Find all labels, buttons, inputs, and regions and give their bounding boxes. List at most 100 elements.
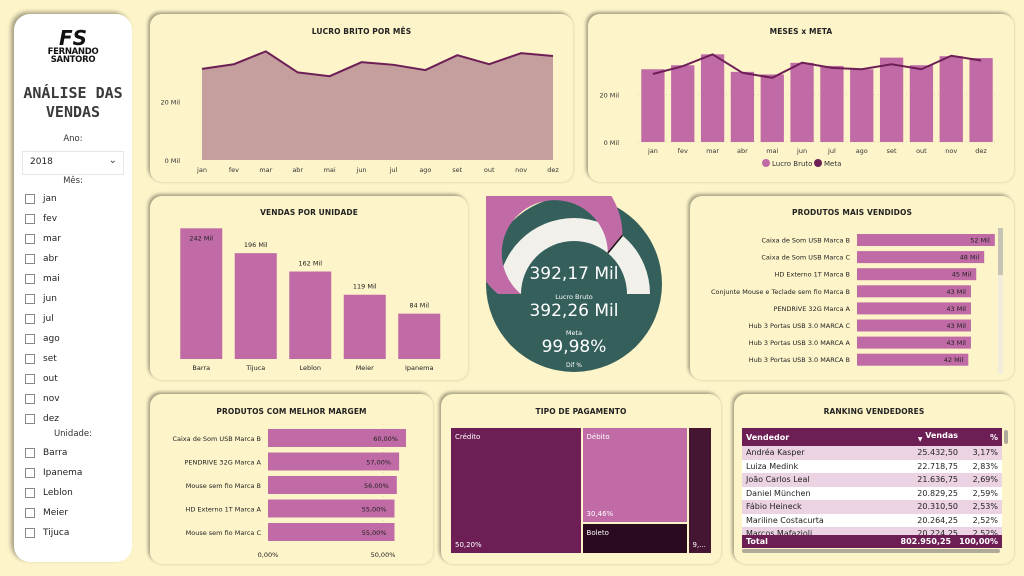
margem-chart-title: PRODUTOS COM MELHOR MARGEM bbox=[216, 407, 367, 416]
x-tick-label: mai bbox=[324, 166, 336, 174]
month-label: dez bbox=[43, 414, 59, 424]
month-label: fev bbox=[43, 214, 58, 224]
tile-label: Boleto bbox=[586, 528, 609, 537]
checkbox-icon[interactable] bbox=[25, 508, 35, 518]
category-label: Conjunte Mouse e Teclade sem fio Marca B bbox=[711, 288, 850, 296]
ranking-total-row: Total 802.950,25 100,00% bbox=[742, 534, 1002, 548]
category-label: Hub 3 Portas USB 3.0 MARCA B bbox=[749, 356, 850, 364]
margem-chart-panel: PRODUTOS COM MELHOR MARGEM Caixa de Som … bbox=[150, 394, 433, 564]
produtos-scrollbar-thumb[interactable] bbox=[998, 228, 1003, 275]
month-checkbox-fev[interactable]: fev bbox=[25, 212, 57, 226]
checkbox-icon[interactable] bbox=[25, 394, 35, 404]
checkbox-icon[interactable] bbox=[25, 294, 35, 304]
table-row[interactable]: Daniel München 20.829,25 2,59% bbox=[742, 486, 1002, 500]
checkbox-icon[interactable] bbox=[25, 234, 35, 244]
y-tick-label: 20 Mil bbox=[160, 99, 180, 107]
ranking-vscrollbar[interactable] bbox=[1004, 430, 1008, 444]
table-row[interactable]: João Carlos Leal 21.636,75 2,69% bbox=[742, 473, 1002, 487]
gauge-value: 392,17 Mil bbox=[529, 264, 619, 284]
col-header-pct[interactable]: % bbox=[962, 428, 1002, 446]
month-checkbox-jun[interactable]: jun bbox=[25, 292, 57, 306]
month-checkbox-jan[interactable]: jan bbox=[25, 192, 57, 206]
unit-checkbox-tijuca[interactable]: Tijuca bbox=[25, 526, 69, 540]
bar-mar bbox=[700, 54, 725, 143]
month-checkbox-jul[interactable]: jul bbox=[25, 312, 54, 326]
month-checkbox-out[interactable]: out bbox=[25, 372, 58, 386]
checkbox-icon[interactable] bbox=[25, 414, 35, 424]
category-label: Caixa de Som USB Marca B bbox=[761, 237, 850, 245]
unit-label: Leblon bbox=[43, 488, 73, 498]
checkbox-icon[interactable] bbox=[25, 194, 35, 204]
page-title-line1: ANÁLISE DAS bbox=[23, 84, 123, 102]
x-tick-label: Tijuca bbox=[245, 364, 265, 372]
bar-product-7 bbox=[857, 353, 969, 366]
x-tick-label: jun bbox=[796, 147, 807, 155]
checkbox-icon[interactable] bbox=[25, 214, 35, 224]
margem-bar-chart: Caixa de Som USB Marca B 60,00% PENDRIVE 3… bbox=[172, 424, 406, 559]
month-checkbox-set[interactable]: set bbox=[25, 352, 57, 366]
checkbox-icon[interactable] bbox=[25, 468, 35, 478]
treemap-tile-débito[interactable]: Débito 30,46% bbox=[582, 428, 687, 522]
month-checkbox-ago[interactable]: ago bbox=[25, 332, 60, 346]
x-tick-label: ago bbox=[856, 147, 868, 155]
month-checkbox-abr[interactable]: abr bbox=[25, 252, 58, 266]
month-label: ago bbox=[43, 334, 60, 344]
col-header-vendas[interactable]: ▼ Vendas bbox=[882, 428, 962, 446]
month-label: abr bbox=[43, 254, 58, 264]
ranking-hscrollbar[interactable] bbox=[742, 549, 1000, 553]
unidade-chart-panel: VENDAS POR UNIDADE 242 Mil Barra 196 Mil Ti… bbox=[150, 196, 468, 380]
checkbox-icon[interactable] bbox=[25, 448, 35, 458]
bar-jan bbox=[641, 69, 665, 142]
checkbox-icon[interactable] bbox=[25, 354, 35, 364]
month-label: mai bbox=[43, 274, 60, 284]
month-checkbox-dez[interactable]: dez bbox=[25, 412, 59, 426]
meta-chart-title: MESES x META bbox=[769, 27, 833, 36]
checkbox-icon[interactable] bbox=[25, 528, 35, 538]
unit-checkbox-meier[interactable]: Meier bbox=[25, 506, 68, 520]
x-tick-label: dez bbox=[975, 147, 987, 155]
month-label: jun bbox=[43, 294, 57, 304]
year-dropdown[interactable]: 2018 ⌄ bbox=[22, 151, 124, 175]
cell-pct: 2,52% bbox=[962, 513, 1002, 527]
treemap-tile-other[interactable]: 9,... bbox=[688, 428, 711, 553]
checkbox-icon[interactable] bbox=[25, 374, 35, 384]
checkbox-icon[interactable] bbox=[25, 334, 35, 344]
month-checkbox-mai[interactable]: mai bbox=[25, 272, 60, 286]
bar-tijuca bbox=[234, 253, 277, 359]
table-row[interactable]: Fábio Heineck 20.310,50 2,53% bbox=[742, 500, 1002, 514]
unit-checkbox-barra[interactable]: Barra bbox=[25, 446, 67, 460]
table-row[interactable]: Mariline Costacurta 20.264,25 2,52% bbox=[742, 513, 1002, 527]
x-tick-label: Ipanema bbox=[405, 364, 433, 372]
produtos-bar-chart: Caixa de Som USB Marca B 52 Mil Caixa de S… bbox=[711, 234, 995, 366]
unit-checkbox-leblon[interactable]: Leblon bbox=[25, 486, 73, 500]
checkbox-icon[interactable] bbox=[25, 488, 35, 498]
treemap-tile-boleto[interactable]: Boleto bbox=[582, 523, 687, 553]
x-tick-label: set bbox=[452, 166, 462, 174]
col-header-vendas-label: Vendas bbox=[925, 431, 958, 440]
month-label: jul bbox=[43, 314, 54, 324]
col-header-vendedor[interactable]: Vendedor bbox=[742, 428, 883, 446]
category-label: Caixa de Som USB Marca B bbox=[172, 435, 261, 443]
bar-abr bbox=[730, 71, 755, 142]
legend-meta-label: Meta bbox=[824, 160, 841, 168]
checkbox-icon[interactable] bbox=[25, 254, 35, 264]
cell-pct: 3,17% bbox=[962, 446, 1002, 460]
month-checkbox-nov[interactable]: nov bbox=[25, 392, 60, 406]
treemap-tile-crédito[interactable]: Crédito 50,20% bbox=[451, 428, 581, 553]
unit-checkbox-ipanema[interactable]: Ipanema bbox=[25, 466, 82, 480]
page-title-line2: VENDAS bbox=[45, 103, 101, 121]
gauge-diff-label: Dif % bbox=[565, 362, 582, 369]
table-row[interactable]: Andréa Kasper 25.432,50 3,17% bbox=[742, 446, 1002, 460]
x-tick-label: set bbox=[887, 147, 897, 155]
gauge-arc bbox=[486, 196, 650, 294]
produtos-scrollbar-track[interactable] bbox=[998, 228, 1003, 374]
month-checkbox-mar[interactable]: mar bbox=[25, 232, 61, 246]
bar-nov bbox=[939, 56, 963, 142]
category-label: Caixa de Som USB Marca C bbox=[761, 254, 850, 262]
ranking-table-container: Vendedor ▼ Vendas % Andréa Kasper 25.432,… bbox=[742, 428, 1002, 548]
cell-vendas: 20.310,50 bbox=[882, 500, 962, 514]
checkbox-icon[interactable] bbox=[25, 314, 35, 324]
data-label: 42 Mil bbox=[944, 356, 964, 364]
table-row[interactable]: Luiza Medink 22.718,75 2,83% bbox=[742, 459, 1002, 473]
checkbox-icon[interactable] bbox=[25, 274, 35, 284]
